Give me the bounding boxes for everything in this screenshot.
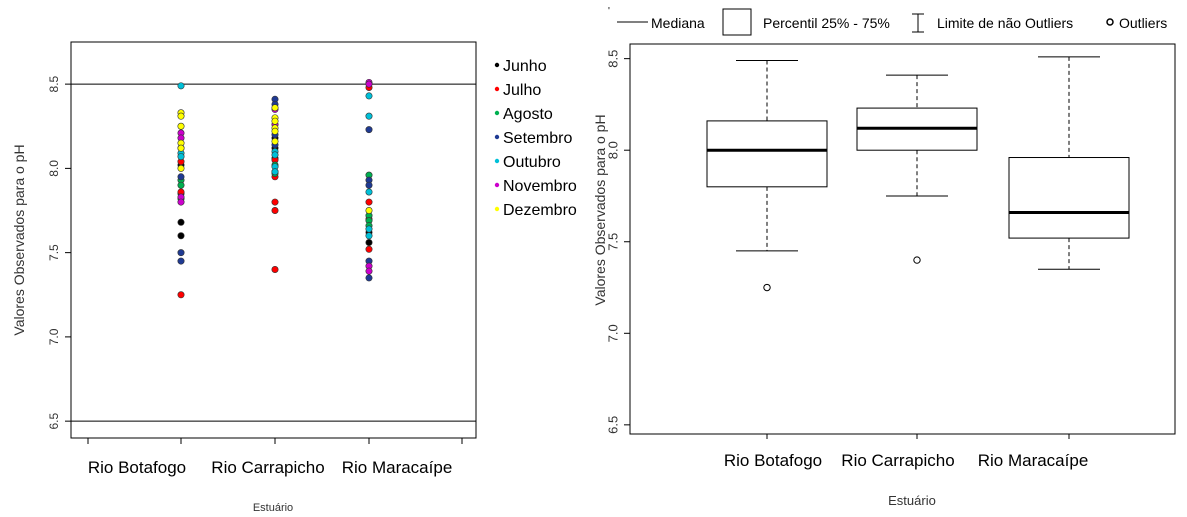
y-axis-label: Valores Observados para o pH xyxy=(592,114,608,305)
data-point xyxy=(365,267,373,275)
data-point xyxy=(271,137,279,145)
y-tick-label: 7.5 xyxy=(47,244,61,261)
data-point xyxy=(365,239,373,247)
data-point xyxy=(177,153,185,161)
data-point xyxy=(177,173,185,181)
y-tick-label: 6.5 xyxy=(605,416,620,434)
outlier-point xyxy=(913,256,921,264)
legend-label: Julho xyxy=(503,82,541,99)
data-point xyxy=(271,198,279,206)
x-tick-label: Rio Botafogo xyxy=(88,458,186,477)
data-point xyxy=(365,245,373,253)
legend-label: Outubro xyxy=(503,154,561,171)
data-point xyxy=(271,151,279,159)
data-point xyxy=(365,92,373,100)
legend-label: Outliers xyxy=(1119,15,1167,31)
legend-label: Novembro xyxy=(503,178,577,195)
legend-label: Limite de não Outliers xyxy=(937,15,1073,31)
data-point xyxy=(365,225,373,233)
x-axis-label: Estuário xyxy=(253,502,293,514)
data-point xyxy=(365,188,373,196)
legend-marker xyxy=(494,110,500,116)
data-point xyxy=(177,122,185,130)
data-point xyxy=(365,207,373,215)
y-tick-label: 8.0 xyxy=(605,141,620,159)
legend-marker xyxy=(494,182,500,188)
x-tick-label: Rio Carrapicho xyxy=(211,458,324,477)
data-point xyxy=(177,112,185,120)
data-point xyxy=(177,164,185,172)
data-point xyxy=(365,112,373,120)
legend-mark: ' xyxy=(608,6,610,17)
scatter-chart: 6.5 7.0 7.5 8.0 8.5 Rio Botafogo Rio Carrapich… xyxy=(11,41,577,514)
data-point xyxy=(365,80,373,88)
legend-label: Agosto xyxy=(503,106,553,123)
y-tick-label: 7.0 xyxy=(605,324,620,342)
data-point xyxy=(271,265,279,273)
data-point xyxy=(365,198,373,206)
plot-frame xyxy=(70,41,477,439)
data-point xyxy=(271,117,279,125)
legend-label: Percentil 25% - 75% xyxy=(763,15,890,31)
x-tick-label: Rio Botafogo xyxy=(724,451,822,470)
plot-frame xyxy=(629,43,1176,435)
y-tick-label: 7.5 xyxy=(605,233,620,251)
y-tick-label: 8.5 xyxy=(605,50,620,68)
data-point xyxy=(177,82,185,90)
data-point xyxy=(271,207,279,215)
legend-label: Setembro xyxy=(503,130,572,147)
x-tick-label: Rio Maracaípe xyxy=(342,458,453,477)
data-point xyxy=(177,257,185,265)
y-axis-label: Valores Observados para o pH xyxy=(11,144,27,335)
data-point xyxy=(177,218,185,226)
data-point xyxy=(177,291,185,299)
legend-marker xyxy=(494,86,500,92)
y-tick-label: 7.0 xyxy=(47,328,61,345)
iqr-box xyxy=(706,120,828,188)
x-tick-label: Rio Carrapicho xyxy=(841,451,954,470)
legend-label: Junho xyxy=(503,58,547,75)
data-point xyxy=(365,126,373,134)
outlier-point xyxy=(763,283,771,292)
data-point xyxy=(177,232,185,240)
data-point xyxy=(365,181,373,189)
legend-marker xyxy=(494,134,500,140)
data-point xyxy=(177,144,185,152)
data-point xyxy=(271,168,279,176)
data-point xyxy=(271,127,279,135)
legend-marker xyxy=(494,206,500,212)
legend-box-symbol xyxy=(722,8,752,36)
legend-label: Dezembro xyxy=(503,202,577,219)
legend-marker xyxy=(494,62,500,68)
y-tick-label: 8.5 xyxy=(47,75,61,92)
legend-outlier-symbol xyxy=(1106,18,1114,26)
y-tick-label: 8.0 xyxy=(47,160,61,177)
x-axis-label: Estuário xyxy=(888,493,936,508)
data-point xyxy=(271,104,279,112)
legend-label: Mediana xyxy=(651,15,705,31)
data-point xyxy=(365,232,373,240)
x-tick-label: Rio Maracaípe xyxy=(978,451,1089,470)
data-point xyxy=(177,181,185,189)
iqr-box xyxy=(1008,157,1130,239)
data-point xyxy=(365,274,373,282)
y-tick-label: 6.5 xyxy=(47,412,61,429)
data-point xyxy=(177,249,185,257)
data-point xyxy=(177,198,185,206)
legend-marker xyxy=(494,158,500,164)
